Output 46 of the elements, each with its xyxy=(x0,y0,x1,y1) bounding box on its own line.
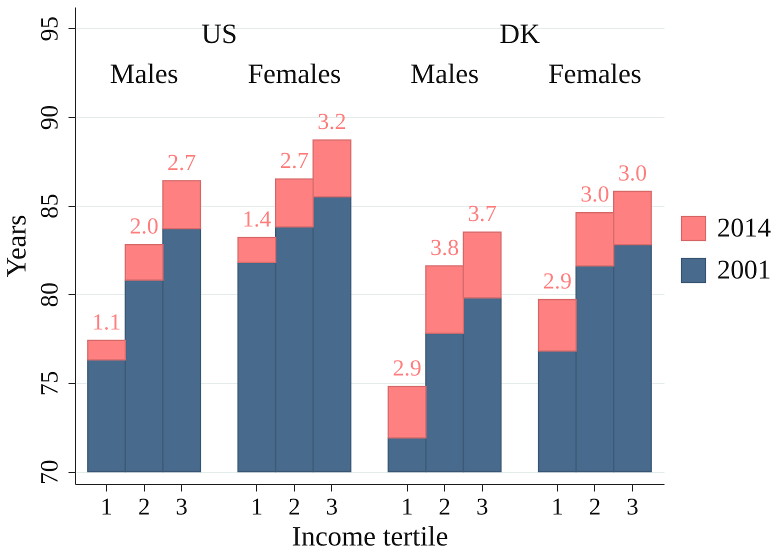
annotation: Males xyxy=(110,59,178,90)
bar xyxy=(237,236,276,263)
bar xyxy=(388,386,426,439)
y-tick-label: 80 xyxy=(36,282,64,308)
data-label: 2.0 xyxy=(130,214,158,239)
x-tick-label: 1 xyxy=(551,494,564,520)
x-tick-label: 1 xyxy=(401,494,414,520)
data-label: 2.9 xyxy=(392,355,422,380)
y-tick-label: 75 xyxy=(36,370,64,396)
annotation: Males xyxy=(410,59,479,90)
data-label: 1.4 xyxy=(242,206,272,232)
y-tick-label: 85 xyxy=(36,194,64,219)
data-label: 3.0 xyxy=(580,182,610,207)
data-label: 3.0 xyxy=(618,160,647,186)
legend-label: 2014 xyxy=(717,212,772,242)
data-label: 2.7 xyxy=(167,150,196,175)
legend-label: 2001 xyxy=(717,254,771,284)
x-tick-label: 1 xyxy=(250,494,263,520)
x-tick-label: 2 xyxy=(288,494,300,520)
bar xyxy=(124,244,164,281)
bar xyxy=(538,298,577,352)
y-axis-title: Years xyxy=(2,214,32,278)
x-tick-label: 3 xyxy=(476,494,488,520)
data-label: 1.1 xyxy=(92,309,121,334)
x-tick-label: 3 xyxy=(176,494,188,520)
x-tick-label: 3 xyxy=(326,494,338,520)
data-label: 2.9 xyxy=(542,268,572,294)
bar xyxy=(162,180,202,230)
annotation: Females xyxy=(248,59,342,90)
data-label: 3.2 xyxy=(318,108,346,134)
x-tick-label: 3 xyxy=(626,494,638,520)
x-tick-label: 2 xyxy=(438,494,451,520)
annotation: US xyxy=(201,19,238,50)
x-axis-title: Income tertile xyxy=(292,522,448,548)
x-tick-label: 2 xyxy=(588,494,601,520)
data-label: 3.7 xyxy=(468,201,497,226)
y-tick-label: 95 xyxy=(36,16,64,42)
y-tick-label: 90 xyxy=(36,104,64,130)
annotation: DK xyxy=(500,19,540,50)
data-label: 2.7 xyxy=(280,148,309,174)
y-tick-label: 70 xyxy=(36,460,64,485)
annotation: Females xyxy=(548,59,642,90)
x-tick-label: 2 xyxy=(138,494,150,520)
x-tick-label: 1 xyxy=(100,494,113,520)
data-label: 3.8 xyxy=(430,234,460,260)
bar xyxy=(87,340,126,361)
